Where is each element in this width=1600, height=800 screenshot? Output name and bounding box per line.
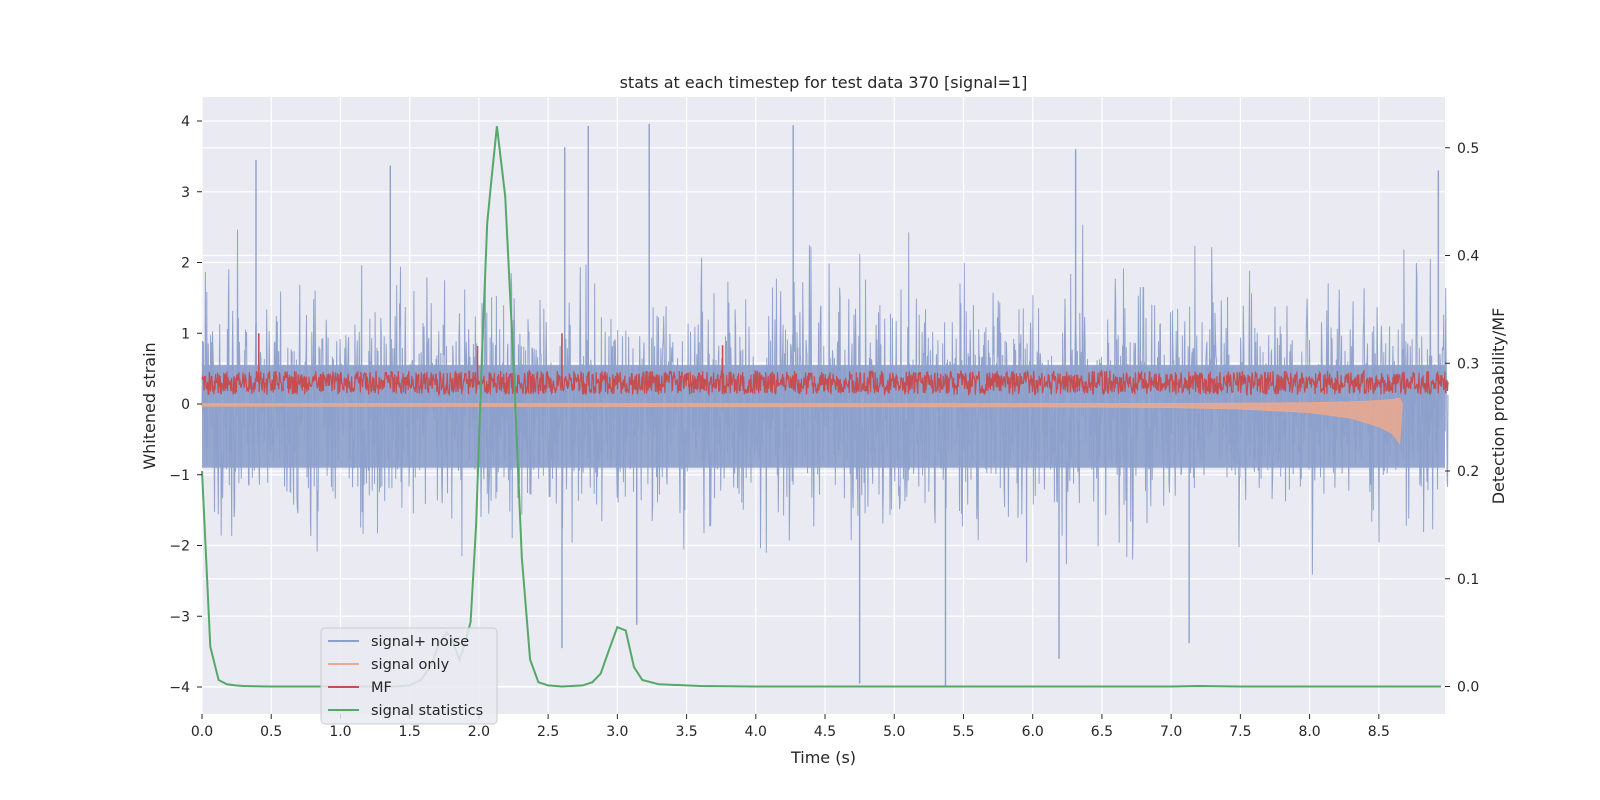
y-right-tick-label: 0.0 bbox=[1457, 680, 1479, 696]
y-right-tick-label: 0.3 bbox=[1457, 356, 1479, 372]
y-axis-left-label: Whitened strain bbox=[140, 342, 159, 469]
legend-label-signal-statistics: signal statistics bbox=[371, 703, 483, 719]
x-tick-label: 0.5 bbox=[260, 724, 282, 740]
x-tick-label: 1.0 bbox=[329, 724, 351, 740]
x-tick-label: 7.5 bbox=[1229, 724, 1251, 740]
x-tick-label: 3.0 bbox=[606, 724, 628, 740]
y-axis-right-ticks: 0.5 0.4 0.3 0.2 0.1 0.0 bbox=[1445, 141, 1479, 696]
x-tick-label: 5.0 bbox=[883, 724, 905, 740]
y-right-tick-label: 0.4 bbox=[1457, 249, 1479, 265]
y-left-tick-label: 2 bbox=[181, 256, 190, 272]
x-tick-label: 4.5 bbox=[814, 724, 836, 740]
legend-label-signal-only: signal only bbox=[371, 657, 450, 673]
x-axis-ticks: 0.0 0.5 1.0 1.5 2.0 2.5 3.0 3.5 4.0 4.5 5.0 5.5 6.0 6… bbox=[191, 714, 1390, 740]
y-left-tick-label: −3 bbox=[169, 609, 190, 625]
x-tick-label: 5.5 bbox=[952, 724, 974, 740]
x-tick-label: 6.5 bbox=[1091, 724, 1113, 740]
x-tick-label: 3.5 bbox=[675, 724, 697, 740]
x-tick-label: 1.5 bbox=[399, 724, 421, 740]
y-left-tick-label: 4 bbox=[181, 114, 190, 130]
series-signal-only bbox=[201, 397, 1403, 446]
x-axis-label: Time (s) bbox=[790, 748, 856, 767]
x-tick-label: 2.5 bbox=[537, 724, 559, 740]
series-mf bbox=[201, 369, 1449, 397]
x-tick-label: 0.0 bbox=[191, 724, 213, 740]
x-tick-label: 4.0 bbox=[745, 724, 767, 740]
x-tick-label: 2.0 bbox=[468, 724, 490, 740]
y-axis-right-label: Detection probability/MF bbox=[1489, 308, 1508, 505]
x-tick-label: 8.0 bbox=[1298, 724, 1320, 740]
y-right-tick-label: 0.2 bbox=[1457, 464, 1479, 480]
y-left-tick-label: −4 bbox=[169, 680, 190, 696]
legend-label-signal-noise: signal+ noise bbox=[371, 634, 469, 650]
y-right-tick-label: 0.5 bbox=[1457, 141, 1479, 157]
legend: signal+ noise signal only MF signal stat… bbox=[320, 627, 498, 725]
x-tick-label: 7.0 bbox=[1160, 724, 1182, 740]
x-tick-label: 6.0 bbox=[1022, 724, 1044, 740]
y-left-tick-label: −2 bbox=[169, 539, 190, 555]
y-left-tick-label: 0 bbox=[181, 397, 190, 413]
y-left-tick-label: 1 bbox=[181, 326, 190, 342]
chart-title: stats at each timestep for test data 370… bbox=[620, 73, 1028, 92]
legend-box bbox=[320, 627, 498, 725]
y-left-tick-label: −1 bbox=[169, 468, 190, 484]
x-tick-label: 8.5 bbox=[1368, 724, 1390, 740]
y-left-tick-label: 3 bbox=[181, 185, 190, 201]
legend-label-mf: MF bbox=[371, 680, 392, 696]
y-axis-left-ticks: 4 3 2 1 0 −1 −2 −3 −4 bbox=[169, 114, 202, 696]
y-right-tick-label: 0.1 bbox=[1457, 572, 1479, 588]
